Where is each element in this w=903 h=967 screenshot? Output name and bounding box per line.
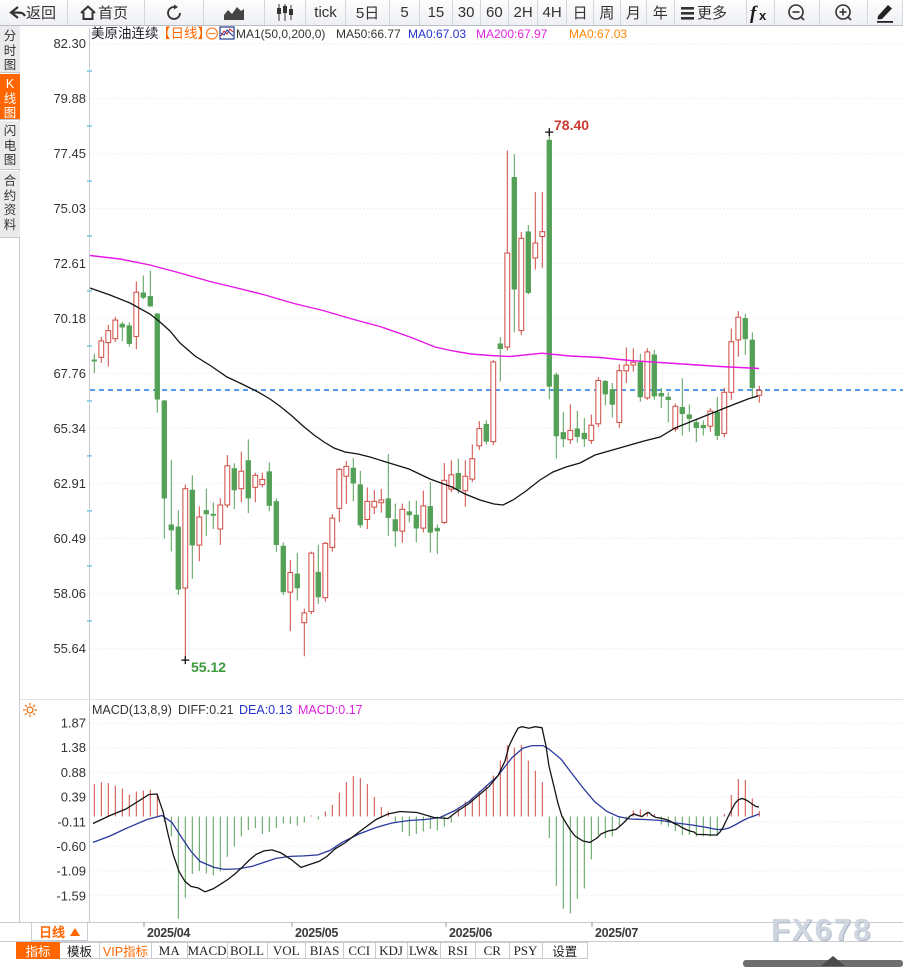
svg-text:70.18: 70.18 <box>53 311 86 326</box>
svg-text:67.76: 67.76 <box>53 366 86 381</box>
svg-text:-0.11: -0.11 <box>57 815 86 830</box>
svg-text:MACD:0.17: MACD:0.17 <box>298 703 363 717</box>
svg-text:1.87: 1.87 <box>61 716 86 731</box>
svg-text:美原油连续: 美原油连续 <box>91 26 159 41</box>
svg-text:-1.09: -1.09 <box>56 863 86 878</box>
svg-text:82.30: 82.30 <box>53 36 86 51</box>
svg-text:x: x <box>759 8 767 23</box>
svg-text:MA50:66.77: MA50:66.77 <box>336 27 401 41</box>
svg-text:55.12: 55.12 <box>191 659 226 675</box>
svg-text:65.34: 65.34 <box>53 421 86 436</box>
svg-text:2025/06: 2025/06 <box>449 926 492 940</box>
svg-text:2025/07: 2025/07 <box>595 926 638 940</box>
svg-text:MA1(50,0,200,0): MA1(50,0,200,0) <box>236 27 325 41</box>
svg-text:79.88: 79.88 <box>53 91 86 106</box>
svg-text:60.49: 60.49 <box>53 531 86 546</box>
svg-text:MACD(13,8,9): MACD(13,8,9) <box>92 703 172 717</box>
svg-text:MA0:67.03: MA0:67.03 <box>408 27 466 41</box>
svg-text:55.64: 55.64 <box>53 641 86 656</box>
svg-text:f: f <box>750 3 758 23</box>
svg-text:DEA:0.13: DEA:0.13 <box>239 703 293 717</box>
svg-text:首页: 首页 <box>98 5 128 22</box>
svg-text:MA200:67.97: MA200:67.97 <box>476 27 548 41</box>
svg-text:更多: 更多 <box>697 5 727 22</box>
svg-text:1.38: 1.38 <box>61 740 86 755</box>
svg-text:-0.60: -0.60 <box>56 839 86 854</box>
svg-text:MA0:67.03: MA0:67.03 <box>569 27 627 41</box>
svg-text:返回: 返回 <box>26 5 56 22</box>
svg-text:0.88: 0.88 <box>61 765 86 780</box>
svg-text:75.03: 75.03 <box>53 201 86 216</box>
svg-text:77.45: 77.45 <box>53 146 86 161</box>
svg-text:58.06: 58.06 <box>53 586 86 601</box>
svg-text:【日线】: 【日线】 <box>157 26 211 41</box>
svg-text:78.40: 78.40 <box>554 117 589 133</box>
svg-text:-1.59: -1.59 <box>56 888 86 903</box>
svg-text:DIFF:0.21: DIFF:0.21 <box>178 703 234 717</box>
svg-text:72.61: 72.61 <box>53 256 86 271</box>
svg-text:62.91: 62.91 <box>53 476 86 491</box>
svg-text:2025/05: 2025/05 <box>295 926 338 940</box>
svg-text:2025/04: 2025/04 <box>147 926 190 940</box>
svg-text:0.39: 0.39 <box>61 790 86 805</box>
